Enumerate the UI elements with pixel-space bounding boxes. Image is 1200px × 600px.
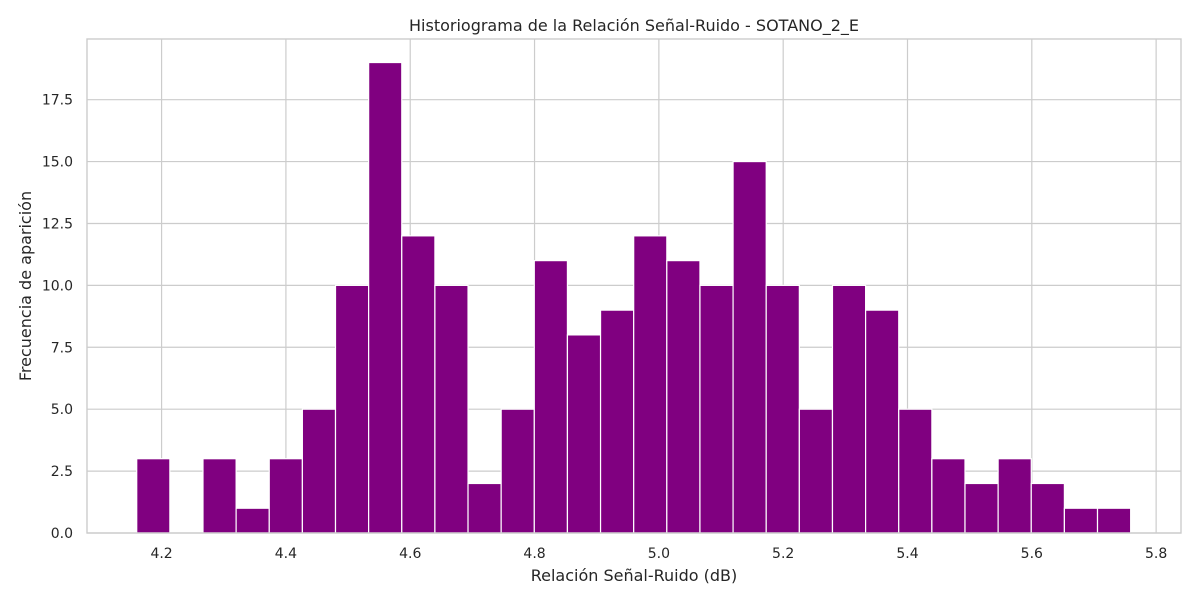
x-axis-ticks: 4.2 4.4 4.6 4.8 5.0 5.2 5.4 5.6 5.8 xyxy=(150,546,1167,562)
histogram-bar xyxy=(301,408,337,534)
y-tick-label: 17.5 xyxy=(42,93,73,109)
histogram-bar xyxy=(434,284,469,534)
x-tick-label: 4.4 xyxy=(275,546,297,562)
histogram-bar xyxy=(566,334,602,534)
x-tick-label: 5.2 xyxy=(772,546,794,562)
bars xyxy=(136,61,1132,534)
histogram-bar xyxy=(368,61,403,534)
y-tick-label: 0.0 xyxy=(51,526,73,542)
histogram-bar xyxy=(500,408,535,534)
y-tick-label: 7.5 xyxy=(51,340,73,356)
x-tick-label: 5.8 xyxy=(1145,546,1167,562)
histogram-bar xyxy=(732,160,767,534)
x-tick-label: 5.6 xyxy=(1021,546,1043,562)
histogram-bar xyxy=(765,284,800,534)
chart-title: Historiograma de la Relación Señal-Ruido… xyxy=(409,16,859,36)
histogram-bar xyxy=(865,309,900,534)
histogram-bar xyxy=(334,284,370,534)
histogram-bar xyxy=(599,309,635,534)
x-axis-label: Relación Señal-Ruido (dB) xyxy=(531,566,738,585)
histogram-bar xyxy=(1096,507,1132,534)
histogram-bar xyxy=(798,408,834,534)
y-tick-label: 2.5 xyxy=(51,464,73,480)
histogram-bar xyxy=(202,458,237,534)
y-tick-label: 15.0 xyxy=(42,155,73,171)
histogram-bar xyxy=(136,458,171,534)
histogram-bar xyxy=(235,507,270,534)
y-tick-label: 5.0 xyxy=(51,402,73,418)
histogram-bar xyxy=(268,458,303,534)
y-axis-label: Frecuencia de aparición xyxy=(16,191,35,381)
histogram-bar xyxy=(898,408,933,534)
x-tick-label: 4.8 xyxy=(523,546,545,562)
y-axis-ticks: 0.0 2.5 5.0 7.5 10.0 12.5 15.0 17.5 xyxy=(42,93,73,542)
histogram-bar xyxy=(467,482,502,534)
histogram-bar xyxy=(831,284,867,534)
plot-frame xyxy=(86,38,1182,534)
histogram-bar xyxy=(997,458,1032,534)
x-tick-label: 5.4 xyxy=(896,546,918,562)
histogram-bar xyxy=(1063,507,1099,534)
histogram-bar xyxy=(699,284,734,534)
histogram-bar xyxy=(931,458,966,534)
histogram-bar xyxy=(401,235,436,534)
histogram-bar xyxy=(1030,482,1065,534)
histogram-bar xyxy=(533,260,569,534)
x-tick-label: 4.6 xyxy=(399,546,421,562)
histogram-bar xyxy=(964,482,999,534)
y-tick-label: 12.5 xyxy=(42,216,73,232)
histogram-bar xyxy=(666,260,701,534)
x-tick-label: 4.2 xyxy=(150,546,172,562)
x-tick-label: 5.0 xyxy=(648,546,670,562)
y-tick-label: 10.0 xyxy=(42,278,73,294)
histogram-bar xyxy=(633,235,668,534)
